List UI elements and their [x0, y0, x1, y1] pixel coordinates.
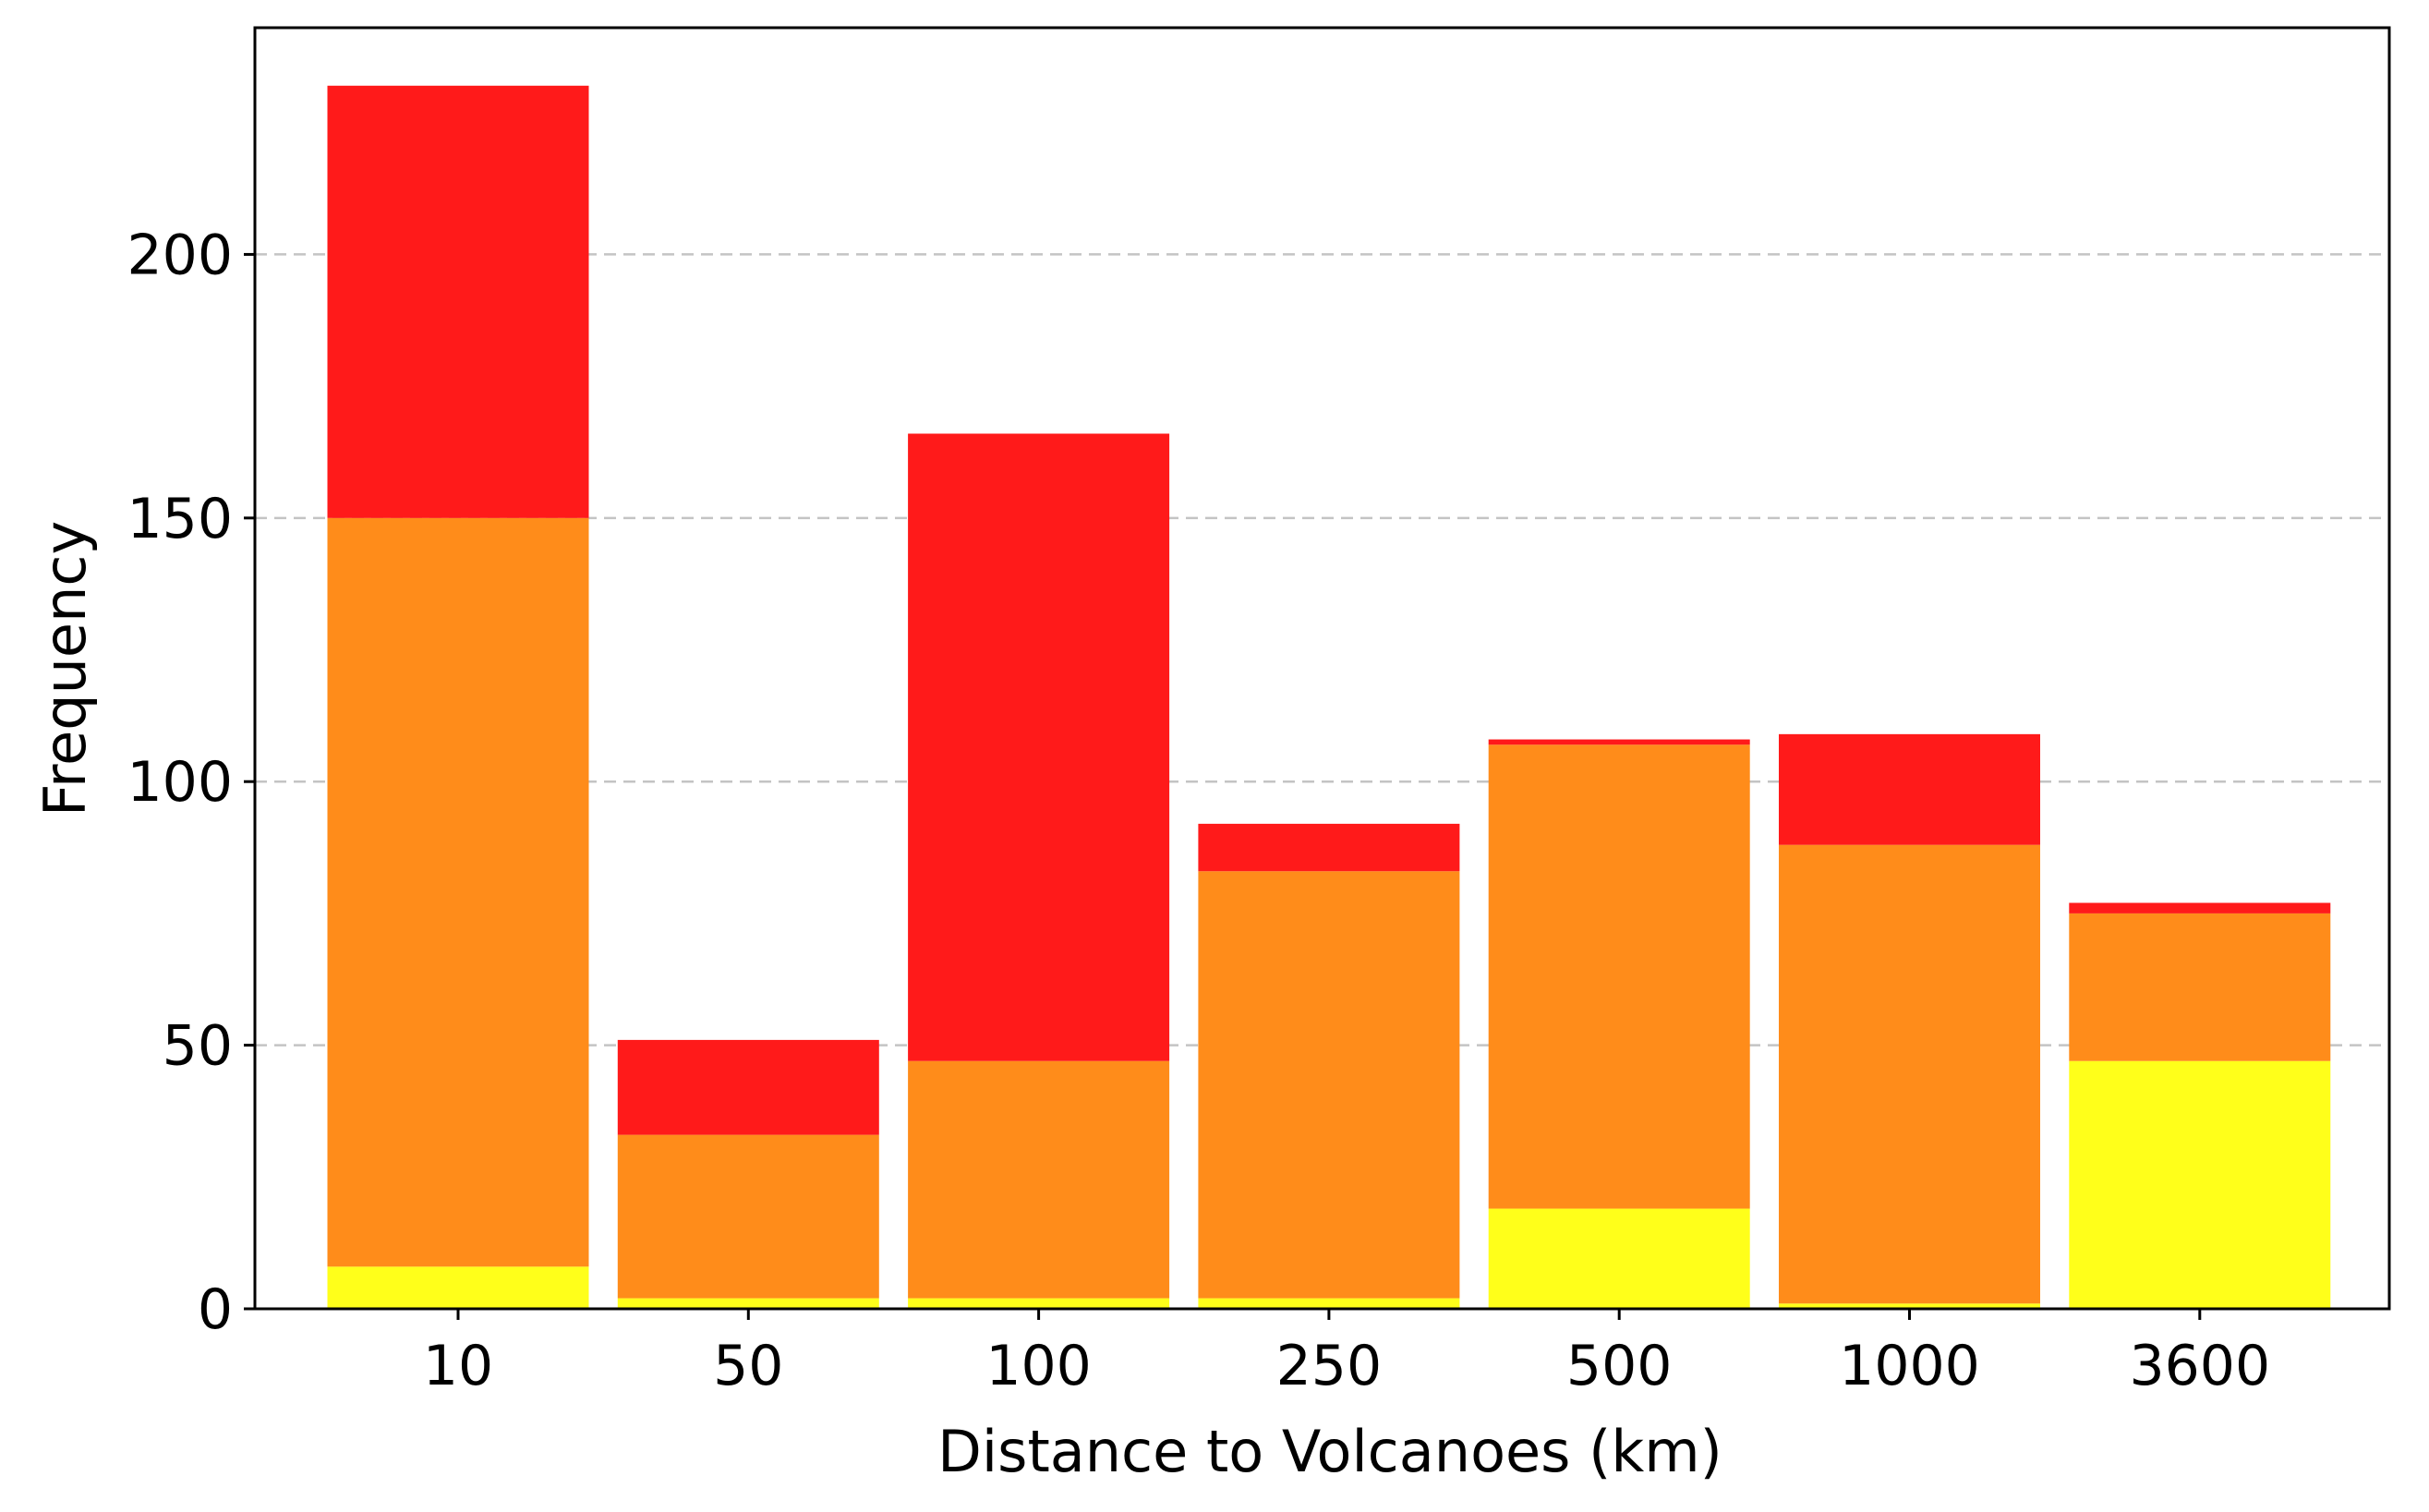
y-tick-label-0: 0 [198, 1277, 233, 1342]
x-axis-label: Distance to Volcanoes (km) [937, 1418, 1722, 1485]
axis-ticks: 0 50 100 150 200 10 50 100 250 500 1000 3600 [127, 223, 2270, 1398]
bar-250-segment-2 [1198, 871, 1460, 1299]
bar-50-segment-1 [617, 1298, 879, 1309]
x-tick-label-3600: 3600 [2129, 1334, 2270, 1398]
x-tick-label-50: 50 [713, 1334, 783, 1398]
bar-100-segment-3 [908, 433, 1170, 1061]
bar-250-segment-1 [1198, 1298, 1460, 1309]
x-tick-label-100: 100 [985, 1334, 1092, 1398]
bar-50-segment-2 [617, 1134, 879, 1299]
y-tick-label-200: 200 [127, 223, 233, 287]
x-tick-label-250: 250 [1276, 1334, 1383, 1398]
x-tick-label-10: 10 [423, 1334, 493, 1398]
bar-3600-segment-2 [2069, 913, 2331, 1061]
y-axis-label: Frequency [31, 521, 99, 816]
bar-10-segment-3 [327, 85, 589, 518]
bar-500-segment-3 [1488, 739, 1750, 745]
bar-10-segment-1 [327, 1266, 589, 1309]
bar-3600-segment-1 [2069, 1060, 2331, 1309]
y-tick-label-50: 50 [163, 1014, 233, 1079]
bars [327, 85, 2331, 1309]
bar-1000-segment-3 [1779, 733, 2040, 845]
bar-1000-segment-2 [1779, 844, 2040, 1304]
x-tick-label-500: 500 [1566, 1334, 1673, 1398]
x-tick-label-1000: 1000 [1839, 1334, 1980, 1398]
bar-100-segment-2 [908, 1060, 1170, 1299]
bar-1000-segment-1 [1779, 1303, 2040, 1309]
bar-10-segment-2 [327, 517, 589, 1267]
bar-3600-segment-3 [2069, 902, 2331, 913]
y-tick-label-100: 100 [127, 750, 233, 815]
y-tick-label-150: 150 [127, 487, 233, 551]
bar-50-segment-3 [617, 1039, 879, 1135]
bar-100-segment-1 [908, 1298, 1170, 1309]
bar-250-segment-3 [1198, 823, 1460, 872]
bar-500-segment-2 [1488, 744, 1750, 1209]
bar-500-segment-1 [1488, 1208, 1750, 1309]
plot-frame [253, 26, 2391, 1311]
